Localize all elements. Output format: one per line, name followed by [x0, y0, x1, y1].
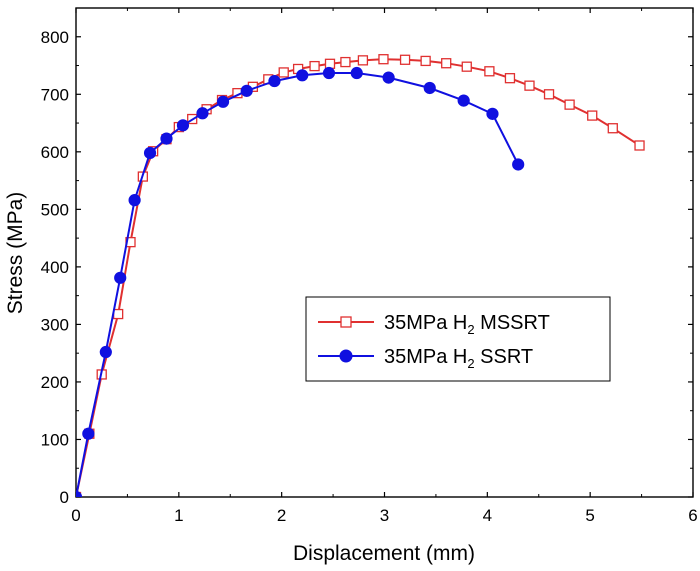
data-point-circle [512, 158, 525, 171]
data-point-square [484, 66, 495, 77]
x-tick-label: 3 [380, 506, 389, 525]
data-point-square [607, 123, 618, 134]
y-tick-label: 100 [41, 430, 69, 449]
x-tick-label: 2 [277, 506, 286, 525]
data-point-circle [99, 345, 112, 359]
data-point-square [634, 140, 645, 151]
legend-label-subscript: 2 [467, 322, 474, 337]
y-tick-label: 400 [41, 258, 69, 277]
legend-item: 35MPa H2 SSRT [318, 346, 533, 371]
data-point-square [504, 73, 516, 84]
data-point-circle [216, 95, 230, 108]
data-point-circle [457, 94, 470, 107]
data-point-square [420, 55, 431, 67]
data-point-circle [114, 271, 127, 284]
series-0 [76, 54, 645, 497]
data-point-square [340, 56, 351, 68]
data-point-circle [196, 107, 209, 120]
data-point-square [113, 308, 124, 320]
data-point-circle [160, 132, 173, 145]
data-point-circle [423, 81, 436, 95]
data-point-circle [268, 74, 281, 88]
legend-label-main: 35MPa H [384, 312, 467, 334]
legend-label-main: 35MPa H [384, 346, 467, 368]
data-point-circle [382, 71, 395, 84]
data-point-circle [82, 427, 95, 440]
x-axis-title: Displacement (mm) [293, 542, 475, 565]
data-point-square [340, 316, 352, 328]
data-point-circle [350, 66, 363, 80]
y-tick-label: 200 [41, 373, 69, 392]
data-point-circle [339, 349, 353, 363]
y-axis-title: Stress (MPa) [4, 192, 27, 315]
x-tick-label: 4 [483, 506, 492, 525]
data-point-circle [76, 490, 83, 497]
data-point-square [564, 99, 575, 110]
data-point-circle [322, 66, 336, 80]
data-point-circle [143, 146, 157, 160]
data-point-circle [296, 69, 309, 82]
data-point-square [309, 60, 320, 72]
data-point-square [441, 58, 452, 69]
legend-label: 35MPa H2 SSRT [384, 346, 533, 371]
series-line [76, 72, 520, 497]
data-point-square [278, 67, 289, 78]
x-tick-label: 5 [585, 506, 594, 525]
legend-label: 35MPa H2 MSSRT [384, 312, 550, 337]
data-point-square [543, 89, 555, 100]
data-point-square [524, 80, 535, 91]
legend-label-subscript: 2 [467, 356, 474, 371]
data-point-circle [240, 84, 253, 97]
series-layer [76, 54, 645, 497]
y-tick-label: 600 [41, 143, 69, 162]
data-point-square [587, 110, 598, 121]
data-point-square [399, 54, 411, 65]
x-tick-label: 0 [71, 506, 80, 525]
data-point-square [461, 61, 472, 72]
y-tick-label: 0 [60, 488, 69, 507]
x-tick-label: 6 [688, 506, 697, 525]
data-point-circle [128, 194, 141, 207]
data-point-square [378, 54, 389, 65]
x-tick-label: 1 [174, 506, 183, 525]
legend-box [305, 296, 611, 382]
axis-ticks [75, 8, 694, 498]
y-tick-label: 300 [41, 315, 69, 334]
data-point-square [324, 58, 336, 69]
legend-label-suffix: SSRT [475, 346, 534, 368]
series-line [76, 58, 641, 497]
y-tick-label: 500 [41, 200, 69, 219]
legend-item: 35MPa H2 MSSRT [318, 312, 550, 337]
axis-tick-labels: 0 1 2 3 4 5 6 0 100 200 300 400 500 600 700 800 [41, 28, 698, 525]
y-tick-label: 700 [41, 85, 69, 104]
legend-label-suffix: MSSRT [475, 312, 550, 334]
data-point-circle [176, 119, 190, 132]
series-1 [76, 66, 525, 497]
data-point-circle [486, 107, 499, 120]
data-point-square [357, 55, 369, 66]
y-tick-label: 800 [41, 28, 69, 47]
